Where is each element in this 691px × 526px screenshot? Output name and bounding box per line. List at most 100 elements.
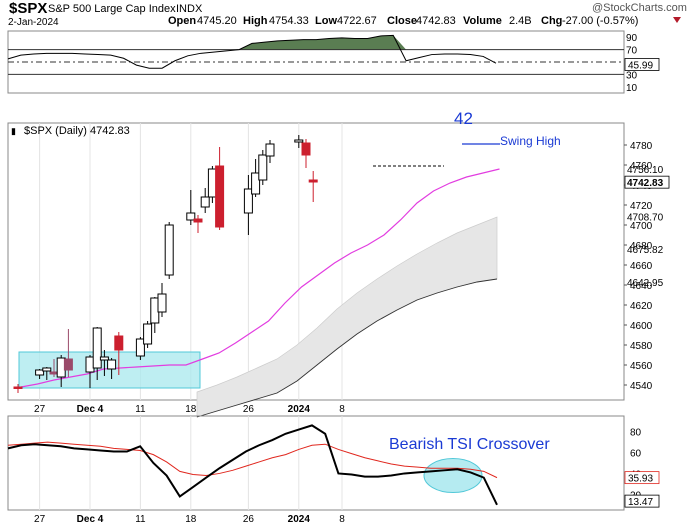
- price-tick-4760: 4760: [630, 161, 653, 172]
- price-tick-4600: 4600: [630, 321, 653, 332]
- x-label-top-3: 18: [185, 404, 197, 415]
- x-label-top-5: 2024: [288, 404, 311, 415]
- candle-body: [186, 212, 196, 221]
- price-level-label: 4708.70: [627, 212, 664, 223]
- price-level-label: 4675.82: [627, 245, 664, 256]
- tsi-annotation: Bearish TSI Crossover: [389, 436, 550, 453]
- tsi-last-box: [624, 494, 660, 508]
- price-tick-4560: 4560: [630, 361, 653, 372]
- candle-2: [42, 367, 52, 380]
- ema-line: [20, 168, 500, 388]
- tsi-signal-box: [624, 471, 660, 485]
- candle-15: [164, 222, 174, 279]
- ohlc-value-1: 4754.33: [269, 15, 309, 27]
- tsi-last-value: 13.47: [628, 497, 653, 508]
- candle-body: [193, 218, 203, 223]
- tsi-frame: [7, 415, 625, 511]
- watermark: @StockCharts.com: [592, 2, 687, 14]
- price-tick-4620: 4620: [630, 301, 653, 312]
- x-label-top-2: 11: [135, 404, 146, 415]
- date-label: 2-Jan-2024: [8, 17, 59, 28]
- x-label-bottom-2: 11: [135, 514, 146, 525]
- candle-body: [157, 293, 167, 313]
- rsi-tick-10: 10: [626, 83, 638, 94]
- ohlc-value-3: 4742.83: [416, 15, 456, 27]
- candle-body: [164, 224, 174, 276]
- x-label-bottom-5: 2024: [288, 514, 311, 525]
- ohlc-label-4: Volume: [463, 15, 502, 27]
- rsi-overbought-fill: [8, 35, 496, 50]
- x-label-top-0: 27: [34, 404, 46, 415]
- price-tick-4700: 4700: [630, 221, 653, 232]
- candle-body: [114, 335, 124, 351]
- candle-8: [99, 350, 109, 376]
- rsi-tick-90: 90: [626, 33, 638, 44]
- candle-22: [251, 159, 261, 197]
- x-label-bottom-1: Dec 4: [77, 514, 104, 525]
- rsi-line: [7, 34, 497, 69]
- price-tick-4720: 4720: [630, 201, 653, 212]
- rsi-tick-70: 70: [626, 46, 638, 57]
- candle-10: [114, 332, 124, 375]
- candle-24: [265, 140, 275, 163]
- candle-17: [193, 215, 203, 233]
- price-legend: $SPX (Daily) 4742.83: [24, 125, 130, 137]
- ohlc-label-3: Close: [387, 15, 417, 27]
- symbol-title: $SPX: [9, 0, 47, 17]
- rsi-last-box: [624, 58, 660, 71]
- candle-20: [215, 147, 225, 230]
- candle-21: [243, 175, 253, 235]
- x-label-top-4: 26: [243, 404, 255, 415]
- candle-14: [157, 283, 167, 317]
- price-tick-4680: 4680: [630, 241, 653, 252]
- candle-body: [99, 356, 109, 361]
- x-label-bottom-3: 18: [185, 514, 197, 525]
- ohlc-label-5: Chg: [541, 15, 562, 27]
- price-last-box: [624, 175, 670, 189]
- index-name: S&P 500 Large Cap Index: [48, 3, 176, 15]
- rsi-last-value: 45.99: [628, 60, 653, 71]
- candle-body: [35, 369, 45, 376]
- candle-body: [243, 188, 253, 214]
- price-tick-4540: 4540: [630, 381, 653, 392]
- price-band: [196, 216, 498, 418]
- candle-body: [215, 165, 225, 228]
- x-axis: 27 27 Dec 4 Dec 4 11 11 18 18 26 26 2024 2024 8 8: [34, 404, 345, 525]
- price-tick-4660: 4660: [630, 261, 653, 272]
- candle-body: [143, 323, 153, 345]
- candle-7: [92, 327, 102, 380]
- price-frame: [7, 122, 625, 401]
- candle-body: [294, 139, 304, 143]
- ohlc-value-4: 2.4B: [509, 15, 532, 27]
- candle-body: [200, 196, 210, 208]
- candle-18: [200, 188, 210, 213]
- candle-body: [42, 367, 52, 372]
- x-label-top-6: 8: [339, 404, 345, 415]
- candle-body: [301, 142, 311, 156]
- tsi-line: [7, 424, 498, 506]
- x-label-top-1: Dec 4: [77, 404, 104, 415]
- price-level-label: 4642.95: [627, 278, 664, 289]
- rsi-panel: 907050301045.99: [7, 30, 660, 94]
- price-panel: 42 Swing High ▮ $SPX (Daily) 4742.83 4780 476…: [7, 109, 670, 418]
- rsi-tick-30: 30: [626, 70, 638, 81]
- candle-body: [308, 179, 318, 183]
- candle-26: [301, 139, 311, 168]
- candle-0: [13, 384, 23, 393]
- swing-high-label: Swing High: [500, 134, 561, 148]
- price-legend-marker: ▮: [11, 126, 16, 136]
- ohlc-value-5: -27.00 (-0.57%): [562, 15, 638, 27]
- tsi-signal-value: 35.93: [628, 474, 653, 485]
- candle-body: [135, 338, 145, 357]
- x-label-bottom-0: 27: [34, 514, 46, 525]
- price-tick-4640: 4640: [630, 281, 653, 292]
- candle-body: [63, 358, 73, 371]
- dropdown-icon[interactable]: [673, 17, 681, 23]
- price-tick-4580: 4580: [630, 341, 653, 352]
- exchange-label: INDX: [176, 3, 203, 15]
- ohlc-value-0: 4745.20: [197, 15, 237, 27]
- ohlc-row: Open 4745.20 High 4754.33 Low 4722.67 Close 474…: [168, 15, 638, 27]
- candle-body: [265, 143, 275, 157]
